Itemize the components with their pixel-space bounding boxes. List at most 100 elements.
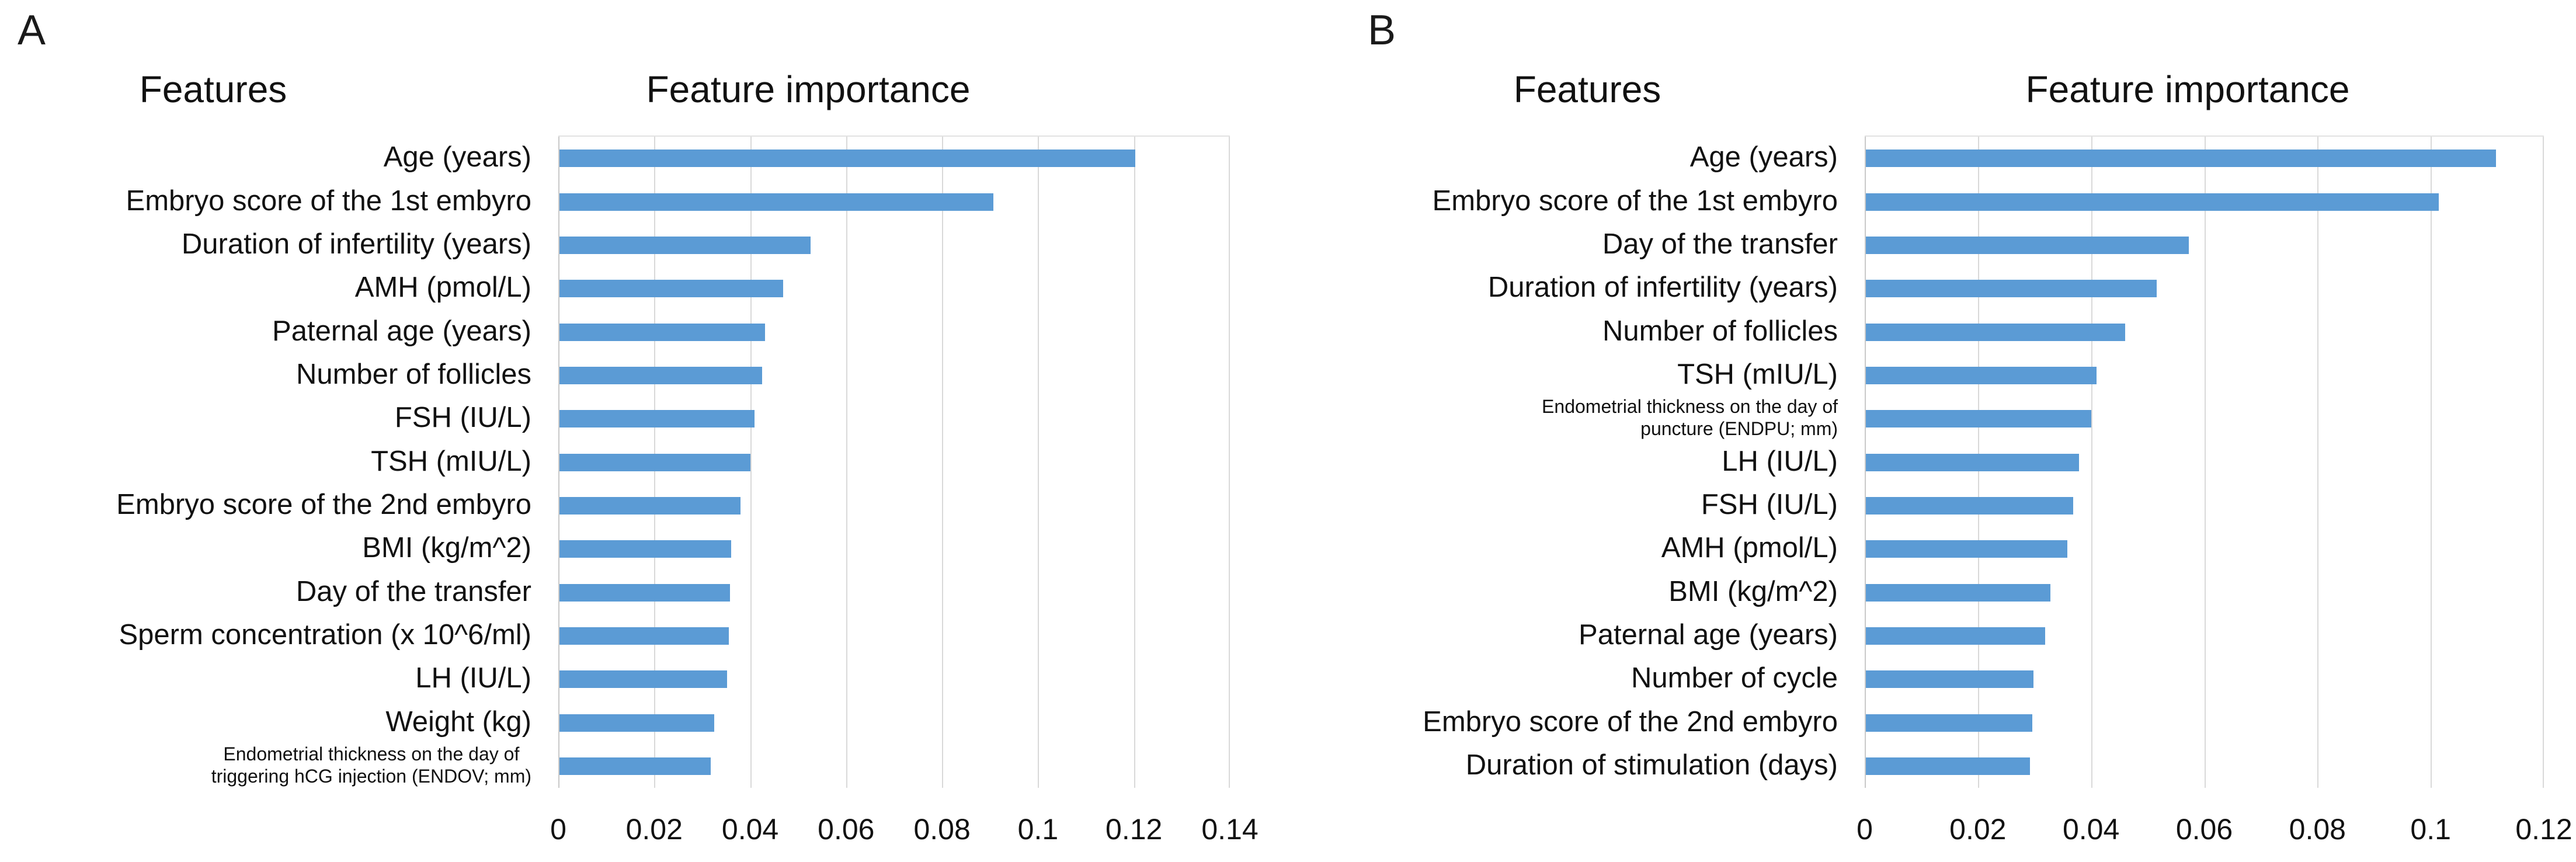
category-label: LH (IU/L) [1722, 445, 1838, 477]
panel-a-plot-area [558, 135, 1230, 788]
category-label-line: puncture (ENDPU; mm) [1640, 418, 1838, 440]
category-label: Number of follicles [296, 358, 531, 390]
importance-bar [559, 280, 783, 298]
importance-bar [559, 757, 711, 775]
category-label: AMH (pmol/L) [1661, 532, 1838, 564]
importance-bar [1866, 583, 2050, 602]
x-axis-tick-label: 0.08 [913, 813, 971, 846]
importance-bar [559, 670, 727, 689]
panel-b-letter: B [1368, 7, 1396, 54]
category-label: FSH (IU/L) [394, 402, 531, 434]
x-axis-tick-label: 0.1 [1017, 813, 1059, 846]
importance-bar [559, 410, 755, 428]
importance-bar [559, 323, 765, 341]
importance-bar [559, 496, 741, 515]
category-label: Duration of infertility (years) [1487, 272, 1838, 304]
x-axis-tick-label: 0.12 [1106, 813, 1163, 846]
category-label: TSH (mIU/L) [1677, 358, 1838, 390]
category-label: Number of cycle [1631, 662, 1838, 694]
panel-b-plot-area [1865, 135, 2544, 788]
category-label: Sperm concentration (x 10^6/ml) [119, 618, 531, 651]
x-axis-tick-label: 0.06 [2175, 813, 2233, 846]
importance-bar [1866, 627, 2045, 645]
importance-bar [1866, 280, 2157, 298]
gridline [2431, 137, 2432, 788]
x-axis-tick-label: 0 [550, 813, 566, 846]
category-label: Paternal age (years) [1579, 618, 1838, 651]
category-label: Number of follicles [1602, 315, 1838, 347]
importance-bar [1866, 366, 2097, 384]
category-label: Endometrial thickness on the day of trigg… [211, 743, 531, 787]
category-label: Paternal age (years) [272, 315, 531, 347]
gridline [2317, 137, 2319, 788]
importance-bar [1866, 453, 2079, 471]
gridline [1229, 137, 1230, 788]
x-axis-tick-label: 0.04 [721, 813, 779, 846]
gridline [1134, 137, 1135, 788]
importance-bar [1866, 714, 2032, 732]
importance-bar [559, 236, 811, 254]
importance-bar [559, 150, 1135, 168]
category-label: Embryo score of the 2nd embyro [116, 488, 531, 520]
category-label: AMH (pmol/L) [354, 272, 531, 304]
panel-a-letter: A [18, 7, 46, 54]
x-axis-tick-label: 0.14 [1201, 813, 1259, 846]
x-axis-tick-label: 0.04 [2062, 813, 2120, 846]
gridline [846, 137, 847, 788]
category-label: TSH (mIU/L) [371, 445, 531, 477]
importance-bar [1866, 496, 2073, 515]
importance-bar [1866, 236, 2189, 254]
category-axis-line [558, 137, 559, 788]
panel-a-importance-title: Feature importance [646, 68, 971, 110]
category-label-line: Endometrial thickness on the day of [1542, 396, 1838, 418]
category-label: Duration of infertility (years) [181, 228, 531, 260]
gridline [942, 137, 944, 788]
importance-bar [559, 714, 714, 732]
x-axis-tick-label: 0.08 [2289, 813, 2346, 846]
importance-bar [1866, 323, 2125, 341]
x-axis-tick-label: 0.12 [2515, 813, 2572, 846]
category-label: Embryo score of the 1st embyro [126, 185, 531, 217]
category-label: Age (years) [1689, 141, 1838, 173]
category-label: Embryo score of the 2nd embyro [1423, 705, 1838, 738]
importance-bar [559, 627, 729, 645]
gridline [2091, 137, 2092, 788]
category-label: LH (IU/L) [415, 662, 531, 694]
importance-bar [1866, 670, 2033, 689]
category-label: BMI (kg/m^2) [1668, 575, 1838, 607]
gridline [2204, 137, 2206, 788]
importance-bar [559, 540, 731, 558]
category-label: Age (years) [383, 141, 531, 173]
x-axis-tick-label: 0.02 [1949, 813, 2007, 846]
importance-bar [559, 583, 730, 602]
x-axis-tick-label: 0.02 [625, 813, 683, 846]
category-label: BMI (kg/m^2) [362, 532, 531, 564]
gridline [1038, 137, 1040, 788]
importance-bar [1866, 410, 2091, 428]
category-label: Day of the transfer [296, 575, 531, 607]
panel-b-features-title: Features [1513, 68, 1661, 110]
category-label: FSH (IU/L) [1701, 488, 1838, 520]
importance-bar [559, 193, 993, 211]
importance-bar [1866, 757, 2030, 775]
category-label-line: triggering hCG injection (ENDOV; mm) [211, 765, 531, 787]
category-axis-line [1865, 137, 1866, 788]
gridline [750, 137, 752, 788]
category-label: Weight (kg) [385, 705, 531, 738]
x-axis-tick-label: 0.06 [818, 813, 875, 846]
category-label: Duration of stimulation (days) [1465, 749, 1838, 781]
x-axis-tick-label: 0 [1857, 813, 1873, 846]
importance-bar [1866, 150, 2496, 168]
importance-bar [1866, 540, 2067, 558]
x-axis-tick-label: 0.1 [2410, 813, 2451, 846]
importance-bar [559, 366, 762, 384]
importance-bar [1866, 193, 2439, 211]
category-label-line: Endometrial thickness on the day of [223, 743, 520, 764]
panel-a-features-title: Features [139, 68, 287, 110]
gridline [2543, 137, 2544, 788]
category-label: Embryo score of the 1st embyro [1432, 185, 1838, 217]
category-label: Endometrial thickness on the day of punct… [1542, 395, 1838, 440]
panel-b-importance-title: Feature importance [2025, 68, 2350, 110]
importance-bar [559, 453, 750, 471]
